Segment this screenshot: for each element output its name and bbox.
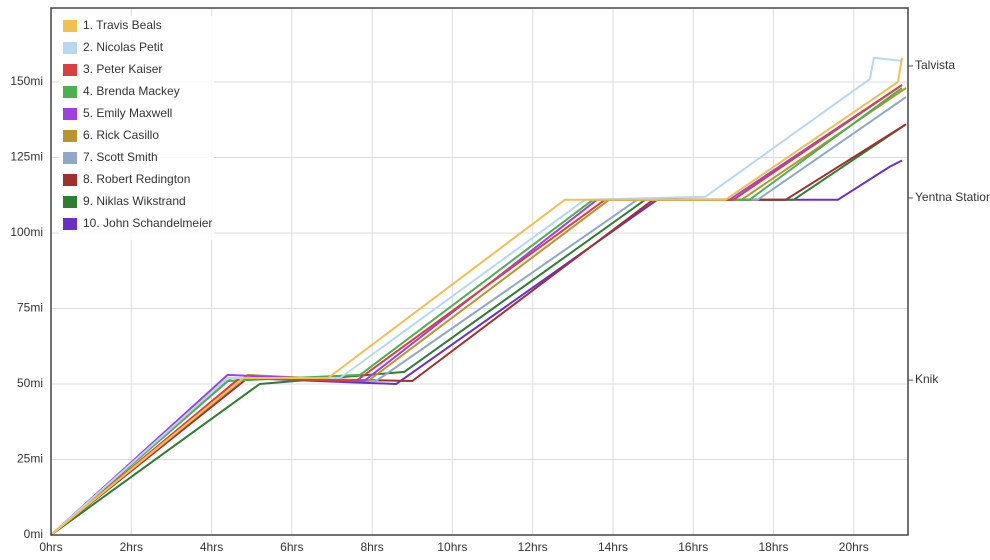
legend-box [59, 16, 214, 240]
legend-label: 9. Niklas Wikstrand [83, 194, 186, 208]
legend-swatch [63, 152, 77, 164]
legend-label: 8. Robert Redington [83, 172, 190, 186]
legend: 1. Travis Beals 2. Nicolas Petit 3. Peter … [59, 16, 214, 240]
y-tick-label: 100mi [10, 225, 43, 239]
legend-swatch [63, 20, 77, 32]
legend-swatch [63, 130, 77, 142]
series-line [50, 123, 907, 536]
y-tick-label: 150mi [10, 74, 43, 88]
y-tick-label: 0mi [24, 527, 43, 541]
x-tick-label: 4hrs [200, 540, 223, 554]
x-tick-label: 8hrs [360, 540, 383, 554]
series-line [50, 87, 903, 536]
legend-swatch [63, 218, 77, 230]
legend-label: 1. Travis Beals [83, 18, 162, 32]
legend-swatch [63, 196, 77, 208]
legend-swatch [63, 174, 77, 186]
x-tick-label: 2hrs [120, 540, 143, 554]
y-tick-label: 125mi [10, 150, 43, 164]
plot-frame [50, 7, 909, 536]
series-line [50, 84, 903, 536]
x-tick-label: 6hrs [280, 540, 303, 554]
series-line [50, 123, 907, 536]
y-tick-label: 75mi [17, 301, 43, 315]
x-tick-label: 16hrs [678, 540, 708, 554]
legend-swatch [63, 42, 77, 54]
legend-label: 5. Emily Maxwell [83, 106, 172, 120]
y2-tick-label: Yentna Station [915, 190, 990, 204]
y-tick-label: 50mi [17, 376, 43, 390]
x-tick-label: 0hrs [39, 540, 62, 554]
x-tick-label: 10hrs [437, 540, 467, 554]
legend-swatch [63, 108, 77, 120]
series-line [50, 57, 903, 536]
legend-label: 7. Scott Smith [83, 150, 158, 164]
x-tick-label: 14hrs [598, 540, 628, 554]
x-tick-label: 20hrs [839, 540, 869, 554]
legend-label: 10. John Schandelmeier [83, 216, 212, 230]
legend-label: 6. Rick Casillo [83, 128, 159, 142]
legend-label: 4. Brenda Mackey [83, 84, 180, 98]
legend-swatch [63, 86, 77, 98]
y-tick-label: 25mi [17, 452, 43, 466]
legend-swatch [63, 64, 77, 76]
legend-label: 3. Peter Kaiser [83, 62, 162, 76]
y2-tick-label: Knik [915, 372, 939, 386]
y2-tick-label: Talvista [915, 58, 955, 72]
x-tick-label: 12hrs [518, 540, 548, 554]
x-tick-label: 18hrs [759, 540, 789, 554]
legend-label: 2. Nicolas Petit [83, 40, 164, 54]
